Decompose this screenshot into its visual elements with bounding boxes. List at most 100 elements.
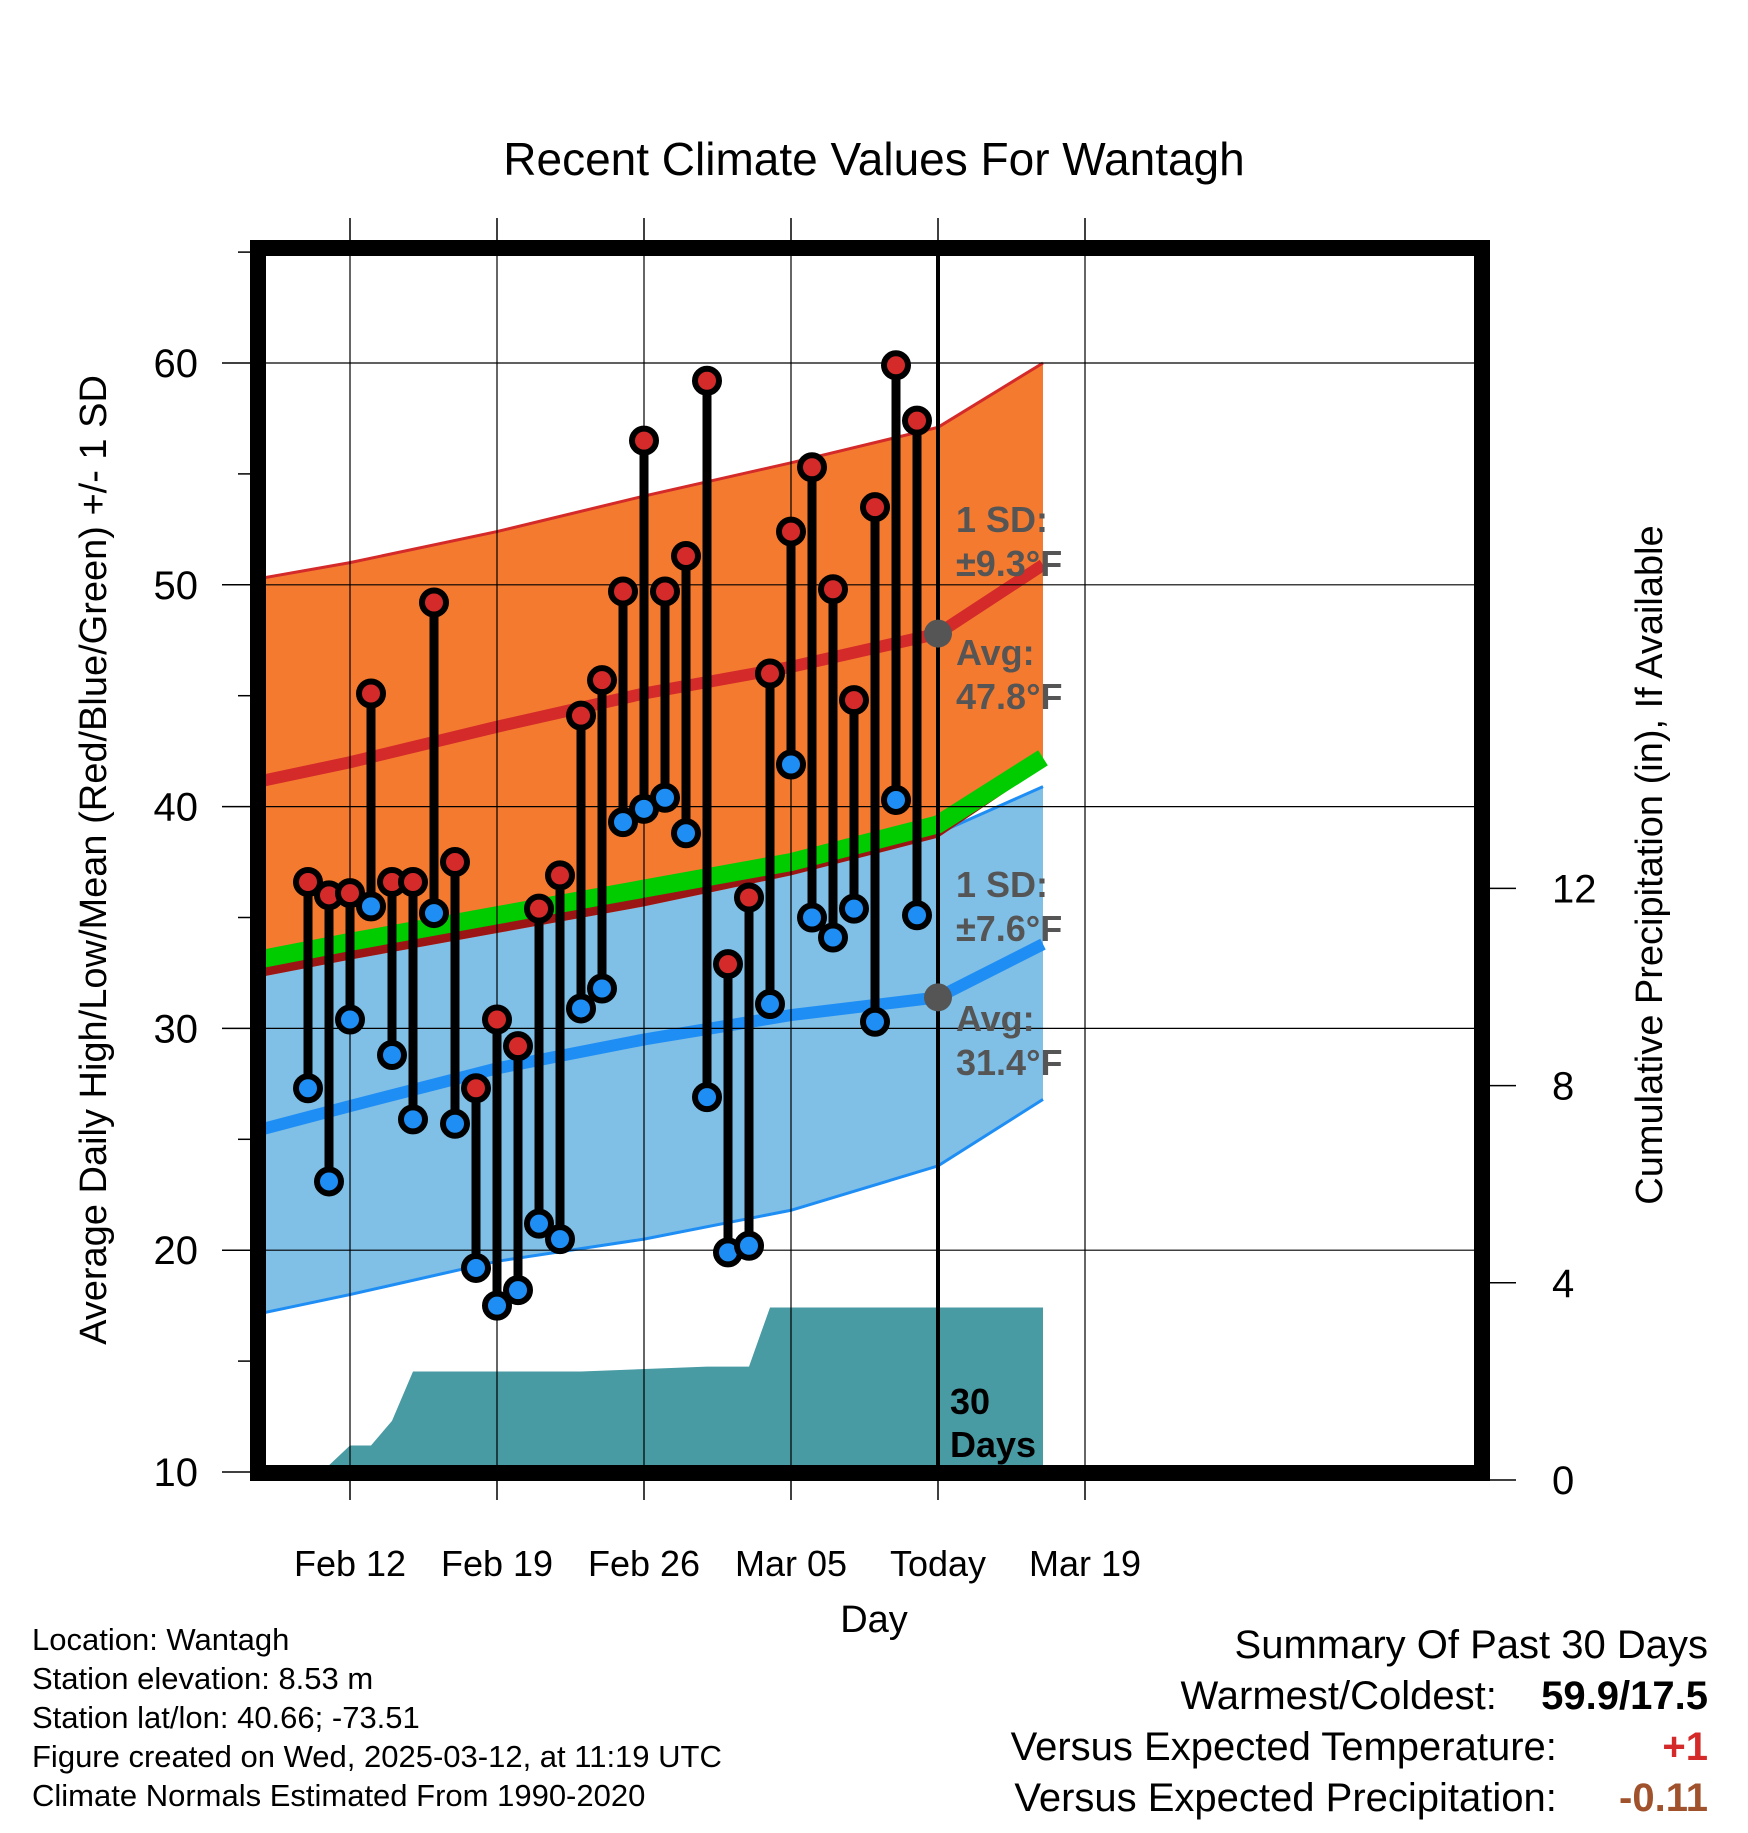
obs-high-point — [671, 540, 701, 571]
warmest-coldest-row: Warmest/Coldest: 59.9/17.5 — [1011, 1671, 1709, 1722]
summary-panel: Summary Of Past 30 Days Warmest/Coldest:… — [1011, 1620, 1708, 1824]
obs-low-point — [335, 1004, 365, 1035]
y-tick-label: 60 — [154, 342, 199, 386]
y-axis-label-left: Average Daily High/Low/Mean (Red/Blue/Gr… — [73, 375, 115, 1345]
obs-high-point — [608, 576, 638, 607]
obs-low-point — [503, 1275, 533, 1306]
obs-high-point — [293, 867, 323, 898]
x-axis-label: Day — [840, 1599, 908, 1641]
obs-low-point — [860, 1006, 890, 1037]
today-high-avg-marker — [924, 619, 952, 648]
obs-high-point — [860, 492, 890, 523]
obs-low-point — [650, 782, 680, 813]
y-tick-label: 20 — [154, 1229, 199, 1273]
obs-high-point — [650, 576, 680, 607]
precip-area — [319, 1307, 1043, 1472]
obs-low-point — [482, 1290, 512, 1321]
y2-tick-label: 8 — [1552, 1065, 1574, 1109]
obs-low-point — [440, 1108, 470, 1139]
x-tick-label: Feb 12 — [294, 1543, 406, 1584]
high-avg-label: Avg: — [956, 632, 1035, 673]
y-tick-label: 40 — [154, 786, 199, 830]
obs-low-point — [839, 893, 869, 924]
warmest-coldest-value: 59.9/17.5 — [1541, 1674, 1708, 1718]
obs-high-point — [398, 867, 428, 898]
obs-high-point — [419, 587, 449, 618]
y2-tick-label: 0 — [1552, 1459, 1574, 1503]
obs-low-point — [734, 1230, 764, 1261]
obs-high-point — [356, 678, 386, 709]
location-text: Location: Wantagh — [32, 1622, 290, 1657]
y-tick-label: 50 — [154, 564, 199, 608]
chart-title: Recent Climate Values For Wantagh — [503, 133, 1244, 185]
obs-high-point — [566, 700, 596, 731]
obs-high-point — [335, 878, 365, 909]
obs-low-point — [818, 922, 848, 953]
obs-low-point — [293, 1073, 323, 1104]
obs-low-point — [902, 900, 932, 931]
high-sd-label: 1 SD: — [956, 499, 1048, 540]
obs-high-point — [755, 658, 785, 689]
y-tick-label: 10 — [154, 1451, 199, 1495]
obs-high-point — [524, 893, 554, 924]
precip-vs-expected-label: Versus Expected Precipitation: — [1014, 1776, 1557, 1820]
low-avg-value: 31.4°F — [956, 1042, 1062, 1083]
obs-high-point — [818, 574, 848, 605]
high-avg-value: 47.8°F — [956, 676, 1062, 717]
obs-high-point — [692, 365, 722, 396]
obs-low-point — [797, 902, 827, 933]
x-tick-label: Feb 26 — [588, 1543, 700, 1584]
obs-low-point — [881, 784, 911, 815]
plot-frame — [250, 240, 1490, 1481]
elevation-text: Station elevation: 8.53 m — [32, 1661, 374, 1696]
low-sd-label: 1 SD: — [956, 864, 1048, 905]
obs-high-point — [629, 425, 659, 456]
obs-high-point — [881, 350, 911, 381]
obs-low-point — [671, 818, 701, 849]
obs-low-point — [461, 1252, 491, 1283]
normals-text: Climate Normals Estimated From 1990-2020 — [32, 1778, 646, 1813]
obs-high-point — [545, 860, 575, 891]
temp-vs-expected-value: +1 — [1662, 1725, 1708, 1769]
y-axis-label-right: Cumulative Precipitation (in), If Availa… — [1629, 525, 1671, 1204]
obs-low-point — [524, 1208, 554, 1239]
obs-high-point — [902, 405, 932, 436]
obs-high-point — [734, 882, 764, 913]
obs-high-point — [776, 516, 806, 547]
station-info: Location: Wantagh Station elevation: 8.5… — [32, 1620, 722, 1815]
warmest-coldest-label: Warmest/Coldest: — [1180, 1674, 1497, 1718]
obs-high-point — [587, 665, 617, 696]
summary-title: Summary Of Past 30 Days — [1234, 1623, 1708, 1667]
x-tick-label: Mar 05 — [735, 1543, 847, 1584]
obs-low-point — [755, 989, 785, 1020]
thirty-days-label-1: 30 — [950, 1381, 990, 1422]
obs-high-point — [713, 949, 743, 980]
today-low-avg-marker — [924, 983, 952, 1012]
precip-vs-expected-row: Versus Expected Precipitation: -0.11 — [1011, 1773, 1708, 1824]
obs-low-point — [776, 749, 806, 780]
obs-low-point — [314, 1166, 344, 1197]
x-tick-label: Mar 19 — [1029, 1543, 1141, 1584]
thirty-days-label-2: Days — [950, 1424, 1036, 1465]
temp-vs-expected-label: Versus Expected Temperature: — [1010, 1725, 1557, 1769]
latlon-text: Station lat/lon: 40.66; -73.51 — [32, 1700, 420, 1735]
y-tick-label: 30 — [154, 1007, 199, 1051]
low-sd-value: ±7.6°F — [956, 908, 1062, 949]
obs-high-point — [461, 1073, 491, 1104]
y2-tick-label: 4 — [1552, 1262, 1574, 1306]
obs-high-point — [440, 847, 470, 878]
x-tick-label: Feb 19 — [441, 1543, 553, 1584]
obs-low-point — [356, 891, 386, 922]
obs-low-point — [566, 993, 596, 1024]
precip-vs-expected-value: -0.11 — [1619, 1776, 1708, 1820]
obs-low-point — [398, 1104, 428, 1135]
obs-low-point — [587, 973, 617, 1004]
high-sd-band — [262, 363, 1043, 977]
obs-high-point — [503, 1031, 533, 1062]
low-avg-label: Avg: — [956, 998, 1035, 1039]
high-sd-value: ±9.3°F — [956, 543, 1062, 584]
obs-high-point — [482, 1004, 512, 1035]
